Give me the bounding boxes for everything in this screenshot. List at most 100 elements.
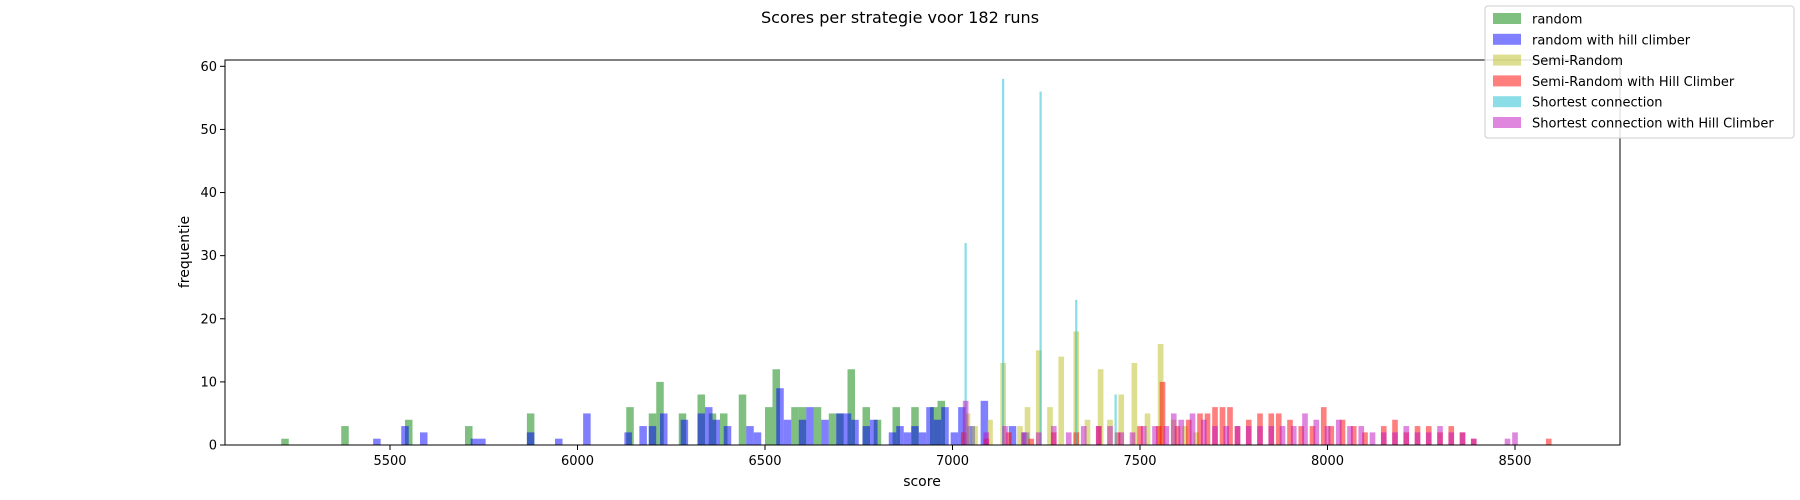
bar: [1050, 426, 1057, 445]
bar: [1290, 426, 1297, 445]
bar: [1095, 426, 1102, 445]
bar: [1414, 432, 1421, 445]
bar: [933, 419, 942, 445]
bar: [1189, 413, 1196, 445]
bar: [705, 407, 713, 445]
bar: [967, 426, 975, 445]
bar: [1227, 407, 1233, 445]
y-axis: 0 10 20 30 40 50 60: [200, 60, 225, 454]
bar: [1137, 426, 1143, 445]
bar: [1313, 419, 1320, 445]
bar: [1017, 426, 1023, 445]
bar: [660, 413, 668, 445]
bar: [783, 419, 792, 445]
bar: [1039, 91, 1042, 445]
bar: [1392, 419, 1398, 445]
bar: [1163, 426, 1170, 445]
plot-frame: [224, 59, 1621, 446]
bar: [478, 438, 486, 445]
bar: [648, 426, 657, 445]
bar: [941, 407, 949, 445]
bar: [1118, 394, 1125, 445]
bar: [1448, 432, 1455, 445]
bar: [950, 432, 959, 445]
y-tick-label: 30: [200, 249, 217, 264]
bar: [555, 438, 563, 445]
legend-box: [1484, 5, 1795, 139]
bar: [1335, 419, 1342, 445]
bar: [862, 426, 870, 445]
bar: [1080, 426, 1087, 445]
bar: [1320, 407, 1327, 445]
bar: [526, 432, 535, 445]
bar: [1193, 432, 1200, 445]
bar: [1159, 381, 1166, 445]
bar: [738, 394, 747, 445]
bar: [526, 413, 535, 445]
bar: [843, 413, 852, 445]
bar: [813, 407, 822, 445]
bar: [1328, 426, 1335, 445]
bar: [420, 432, 428, 445]
bar: [828, 413, 837, 445]
bar: [911, 407, 919, 445]
bar: [1197, 413, 1203, 445]
bar: [806, 407, 814, 445]
bar: [1459, 432, 1466, 445]
bar: [470, 438, 479, 445]
series-5: [964, 78, 1117, 446]
bar: [911, 426, 919, 445]
x-tick-label: 7000: [936, 454, 969, 469]
bar: [1223, 426, 1230, 445]
legend-swatch: [1493, 13, 1521, 24]
y-tick-label: 60: [200, 60, 217, 75]
bar: [697, 413, 705, 445]
bar: [1075, 299, 1078, 445]
bar: [847, 369, 855, 445]
bar: [821, 419, 829, 445]
bar: [1257, 426, 1263, 445]
bar: [680, 419, 689, 445]
bar: [465, 426, 473, 445]
legend-swatch: [1493, 54, 1521, 66]
bar: [1287, 419, 1293, 445]
bar: [903, 432, 912, 445]
x-axis-label: score: [903, 474, 941, 490]
bar: [836, 413, 844, 445]
x-tick-label: 6500: [748, 454, 781, 469]
bar: [1178, 419, 1185, 445]
bar: [958, 407, 966, 445]
bar: [862, 407, 870, 445]
y-tick-label: 0: [209, 439, 217, 454]
series-6: [962, 400, 1518, 445]
x-tick-label: 6000: [561, 454, 594, 469]
bar: [1347, 426, 1353, 445]
legend-swatch: [1493, 75, 1521, 87]
x-tick-label: 8000: [1311, 454, 1344, 469]
bar: [341, 426, 349, 445]
bar: [1358, 426, 1365, 445]
bar: [1114, 394, 1117, 445]
bar: [870, 419, 878, 445]
bar: [712, 419, 720, 445]
bar: [626, 407, 634, 445]
y-tick-label: 40: [200, 186, 217, 201]
bar: [1144, 413, 1151, 445]
bar: [962, 400, 969, 445]
x-axis: 5500 6000 6500 7000 7500 8000 8500: [373, 445, 1532, 469]
bar: [373, 438, 381, 445]
bar: [776, 388, 784, 445]
bar: [1114, 432, 1121, 445]
bar: [1302, 413, 1308, 445]
bar: [1140, 426, 1147, 445]
bar: [1380, 432, 1387, 445]
bar: [1005, 432, 1012, 445]
bar: [1028, 438, 1035, 445]
legend-swatch: [1493, 33, 1521, 45]
bar: [987, 419, 993, 445]
bar: [972, 426, 978, 445]
y-tick-label: 20: [200, 312, 217, 327]
legend-label: Shortest connection with Hill Climber: [1532, 117, 1774, 132]
legend-swatch: [1493, 96, 1521, 108]
bar: [1268, 426, 1275, 445]
